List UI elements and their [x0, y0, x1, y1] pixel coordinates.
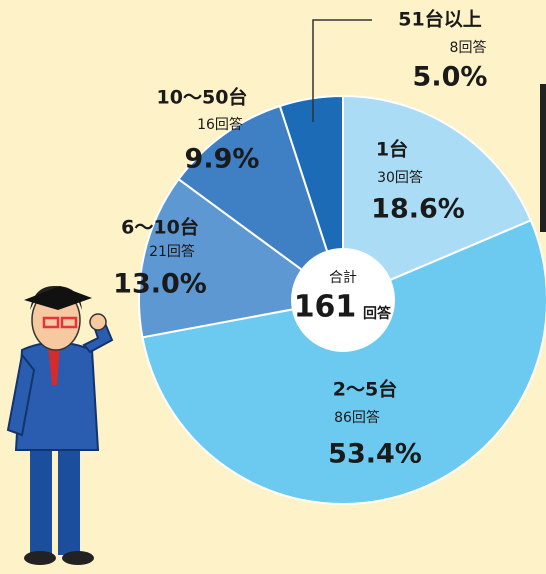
total-unit: 回答 — [363, 305, 392, 322]
category-label: 51台以上 — [398, 8, 481, 31]
value-label: 9.9% — [185, 144, 260, 175]
chart: 合計 161 回答 1台 30回答 18.6% 2～5台 86回答 53.4% 6～10台 2… — [0, 0, 546, 574]
category-label: 6～10台 — [121, 216, 199, 239]
category-label: 10～50台 — [157, 86, 248, 109]
value-label: 5.0% — [413, 62, 488, 93]
category-label: 1台 — [376, 138, 408, 161]
value-label: 53.4% — [328, 439, 422, 470]
count-label: 21回答 — [149, 243, 195, 260]
count-label: 16回答 — [197, 116, 243, 133]
value-label: 18.6% — [371, 194, 465, 225]
count-label: 30回答 — [377, 169, 423, 186]
value-label: 13.0% — [113, 269, 207, 300]
count-label: 8回答 — [450, 39, 487, 56]
edge-bar — [540, 84, 546, 232]
category-label: 2～5台 — [333, 378, 397, 401]
total-value: 161 — [294, 290, 357, 325]
count-label: 86回答 — [334, 409, 380, 426]
character — [8, 286, 112, 565]
total-label: 合計 — [329, 270, 357, 286]
